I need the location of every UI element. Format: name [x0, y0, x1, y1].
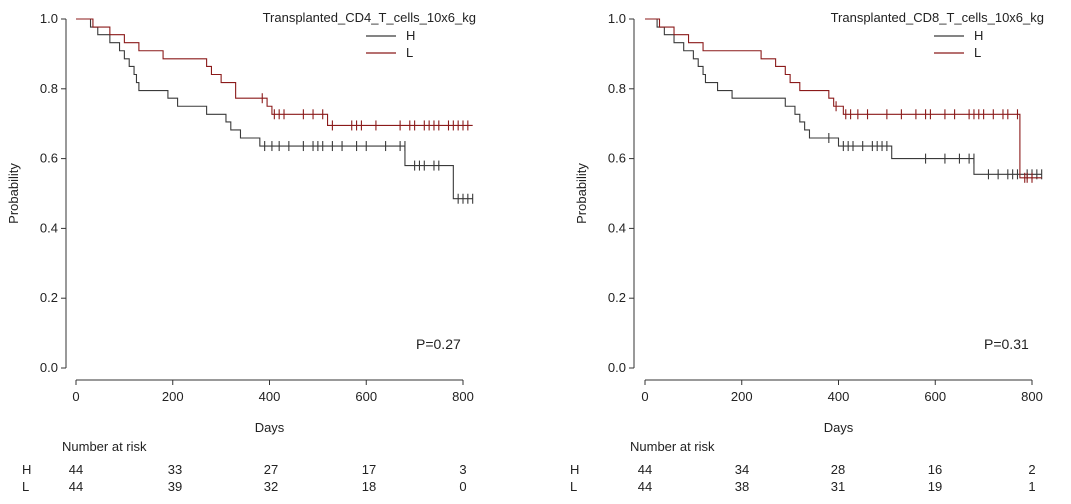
x-tick-label: 800	[452, 389, 474, 404]
y-tick-label: 1.0	[40, 11, 58, 26]
risk-value: 34	[735, 462, 749, 477]
x-tick-label: 200	[162, 389, 184, 404]
y-tick-label: 0.2	[40, 290, 58, 305]
km-curve-H	[76, 18, 473, 200]
x-axis-title: Days	[255, 420, 285, 435]
y-tick-label: 0.0	[40, 360, 58, 375]
x-tick-label: 200	[731, 389, 753, 404]
p-value-label: P=0.27	[416, 336, 461, 352]
risk-value: 27	[264, 462, 278, 477]
risk-value: 39	[168, 479, 182, 494]
risk-value: 44	[638, 479, 652, 494]
x-tick-label: 600	[924, 389, 946, 404]
y-tick-label: 0.4	[608, 220, 626, 235]
y-tick-label: 1.0	[608, 11, 626, 26]
risk-value: 19	[928, 479, 942, 494]
risk-row-label-H: H	[22, 462, 31, 477]
y-tick-label: 0.8	[608, 81, 626, 96]
km-panel-1: 0.0 0.2 0.4 0.6 0.8 1.0 0 200 400 600 800 Days Proba…	[6, 10, 476, 494]
risk-value: 28	[831, 462, 845, 477]
risk-value: 33	[168, 462, 182, 477]
risk-row-label-L: L	[22, 479, 29, 494]
risk-value: 2	[1028, 462, 1035, 477]
km-curve-H	[645, 18, 1042, 175]
risk-value: 1	[1028, 479, 1035, 494]
y-tick-label: 0.0	[608, 360, 626, 375]
p-value-label: P=0.31	[984, 336, 1029, 352]
x-tick-label: 0	[641, 389, 648, 404]
x-tick-label: 600	[355, 389, 377, 404]
km-panel-2: 0.0 0.2 0.4 0.6 0.8 1.0 0 200 400 600 800 Days Proba…	[570, 10, 1044, 494]
y-tick-label: 0.6	[608, 151, 626, 166]
legend-label-H: H	[406, 28, 415, 43]
x-tick-label: 800	[1021, 389, 1043, 404]
risk-table-title: Number at risk	[630, 439, 715, 454]
y-tick-label: 0.6	[40, 151, 58, 166]
risk-value: 0	[459, 479, 466, 494]
legend-label-H: H	[974, 28, 983, 43]
y-tick-label: 0.4	[40, 220, 58, 235]
y-tick-label: 0.8	[40, 81, 58, 96]
risk-value: 31	[831, 479, 845, 494]
x-axis-title: Days	[824, 420, 854, 435]
legend-label-L: L	[406, 45, 413, 60]
risk-value: 44	[69, 462, 83, 477]
x-tick-label: 400	[828, 389, 850, 404]
y-axis-title: Probability	[574, 163, 589, 224]
x-tick-label: 0	[72, 389, 79, 404]
x-tick-label: 400	[259, 389, 281, 404]
y-tick-label: 0.2	[608, 290, 626, 305]
risk-value: 44	[638, 462, 652, 477]
legend-title: Transplanted_CD4_T_cells_10x6_kg	[263, 10, 476, 25]
risk-row-label-L: L	[570, 479, 577, 494]
risk-value: 3	[459, 462, 466, 477]
risk-value: 18	[362, 479, 376, 494]
risk-value: 32	[264, 479, 278, 494]
km-curve-L	[76, 18, 473, 126]
risk-value: 44	[69, 479, 83, 494]
risk-value: 38	[735, 479, 749, 494]
legend-title: Transplanted_CD8_T_cells_10x6_kg	[831, 10, 1044, 25]
risk-table-title: Number at risk	[62, 439, 147, 454]
legend-label-L: L	[974, 45, 981, 60]
risk-value: 16	[928, 462, 942, 477]
risk-row-label-H: H	[570, 462, 579, 477]
y-axis-title: Probability	[6, 163, 21, 224]
risk-value: 17	[362, 462, 376, 477]
km-curve-L	[645, 18, 1042, 179]
